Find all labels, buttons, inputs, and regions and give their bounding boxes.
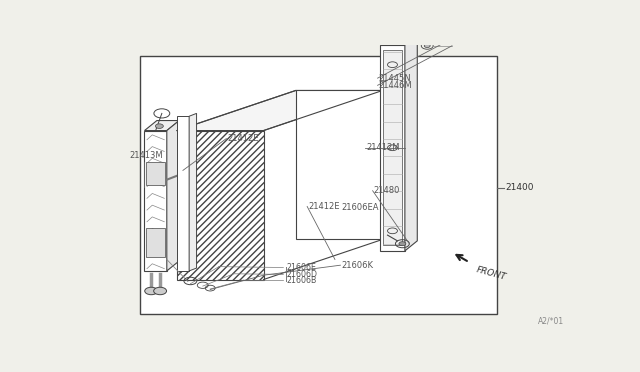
Circle shape — [156, 124, 163, 128]
Polygon shape — [405, 35, 417, 251]
Text: FRONT: FRONT — [476, 265, 508, 282]
Text: 21480: 21480 — [374, 186, 400, 195]
Polygon shape — [296, 90, 383, 240]
Bar — [383, 50, 402, 245]
Bar — [140, 56, 497, 314]
Circle shape — [431, 36, 438, 41]
Text: 21412E: 21412E — [227, 134, 259, 143]
Text: 21446M: 21446M — [379, 81, 412, 90]
Circle shape — [154, 287, 166, 295]
Text: 21445N: 21445N — [379, 74, 412, 83]
Polygon shape — [177, 131, 264, 279]
Polygon shape — [380, 45, 405, 251]
Polygon shape — [145, 121, 179, 131]
Polygon shape — [145, 131, 167, 271]
Text: 21413M: 21413M — [129, 151, 163, 160]
Text: 21412M: 21412M — [366, 143, 400, 152]
Circle shape — [399, 242, 406, 246]
Text: 21412E: 21412E — [308, 202, 340, 211]
Polygon shape — [177, 116, 189, 271]
Text: 21606E: 21606E — [287, 263, 317, 272]
Polygon shape — [189, 113, 196, 271]
Text: 21606EA: 21606EA — [342, 203, 380, 212]
Text: 21400: 21400 — [505, 183, 534, 192]
Circle shape — [145, 287, 157, 295]
Text: 21606K: 21606K — [341, 261, 373, 270]
Bar — [146, 228, 165, 257]
Text: A2/*01: A2/*01 — [538, 317, 564, 326]
Bar — [146, 162, 165, 185]
Circle shape — [424, 44, 430, 48]
Text: 21606B: 21606B — [287, 276, 317, 285]
Text: 21606D: 21606D — [287, 270, 318, 279]
Polygon shape — [167, 121, 179, 271]
Polygon shape — [177, 90, 383, 131]
Polygon shape — [380, 35, 417, 45]
